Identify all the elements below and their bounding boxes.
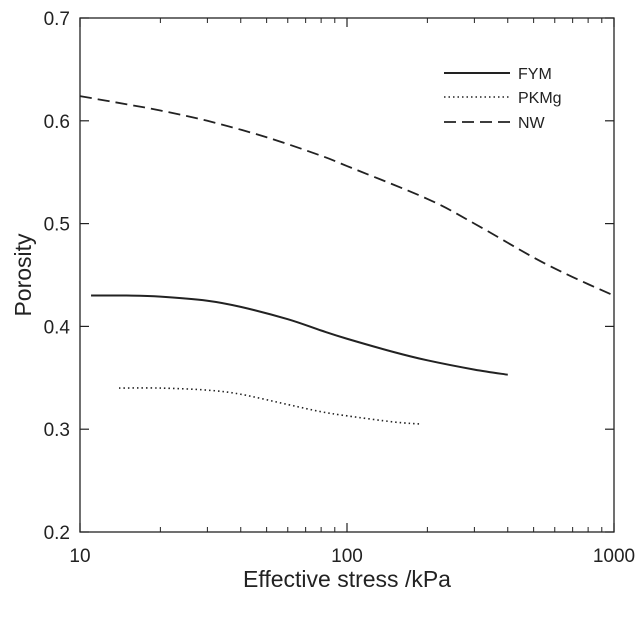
y-axis-title: Porosity [10, 233, 36, 317]
series-line-nw [79, 95, 615, 297]
axis-tick-labels: 0.2 0.3 0.4 0.5 0.6 0.7 10 100 1000 [44, 9, 636, 567]
legend: FYM PKMg NW [444, 66, 562, 132]
y-tick-label: 0.2 [44, 523, 70, 544]
y-tick-label: 0.5 [44, 215, 70, 236]
y-tick-label: 0.3 [44, 420, 70, 441]
x-tick-label: 100 [331, 546, 363, 567]
legend-label-fym: FYM [518, 66, 552, 83]
series-line-pkmg [119, 387, 422, 425]
y-tick-label: 0.4 [44, 317, 71, 338]
x-axis-title: Effective stress /kPa [243, 566, 451, 592]
series-layer [79, 95, 615, 425]
x-tick-label: 1000 [593, 546, 635, 567]
y-tick-label: 0.7 [44, 9, 70, 30]
legend-label-pkmg: PKMg [518, 90, 562, 107]
y-tick-label: 0.6 [44, 112, 70, 133]
series-line-fym [91, 294, 508, 376]
legend-label-nw: NW [518, 115, 546, 132]
axis-ticks [79, 17, 615, 533]
x-tick-label: 10 [69, 546, 90, 567]
